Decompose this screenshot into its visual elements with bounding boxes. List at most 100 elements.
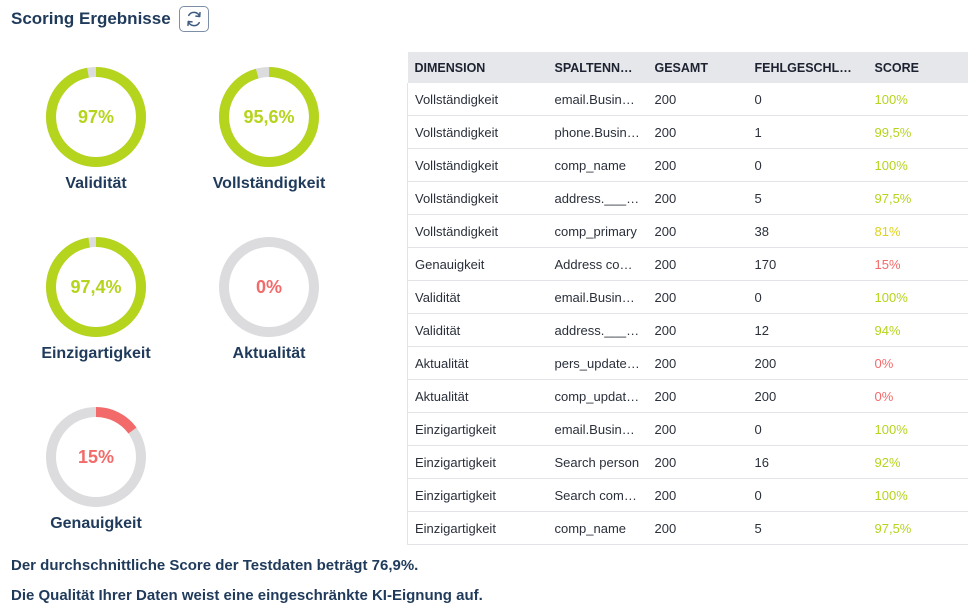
gauge-arc <box>46 237 146 337</box>
cell-failed: 0 <box>747 148 868 182</box>
gauge-ring: 97% <box>46 67 146 167</box>
column-header-fehlgeschlagen[interactable]: FEHLGESCHLAGEN <box>747 52 868 83</box>
cell-failed: 170 <box>747 247 868 281</box>
cell-total: 200 <box>647 83 748 116</box>
cell-score: 99,5% <box>867 115 968 149</box>
column-header-spaltenname[interactable]: SPALTENNAME <box>547 52 648 83</box>
table-row[interactable]: Validität email.Business 200 0 100% <box>407 280 968 314</box>
table-body: Vollständigkeit email.Business 200 0 100% Vol… <box>407 83 968 545</box>
cell-score: 97,5% <box>867 511 968 545</box>
cell-column-name: comp_name <box>547 148 648 182</box>
cell-column-name: email.Business <box>547 412 648 446</box>
gauge-value: 15% <box>78 447 114 467</box>
cell-score: 92% <box>867 445 968 479</box>
cell-column-name: Address company <box>547 247 648 281</box>
gauge-value: 0% <box>256 277 282 297</box>
table-row[interactable]: Einzigartigkeit Search person 200 16 92% <box>407 445 968 479</box>
scoring-table: DIMENSION SPALTENNAME GESAMT FEHLGESCHLA… <box>407 52 968 545</box>
cell-failed: 0 <box>747 83 868 116</box>
cell-column-name: address.___postal <box>547 181 648 215</box>
cell-column-name: phone.Business <box>547 115 648 149</box>
gauge-ring: 97,4% <box>46 237 146 337</box>
cell-dimension: Validität <box>407 313 548 347</box>
cell-dimension: Einzigartigkeit <box>407 478 548 512</box>
gauge-arc <box>46 67 146 167</box>
cell-column-name: email.Business <box>547 280 648 314</box>
cell-dimension: Validität <box>407 280 548 314</box>
cell-total: 200 <box>647 247 748 281</box>
gauge-ring: 15% <box>46 407 146 507</box>
gauge-ring: 0% <box>219 237 319 337</box>
cell-score: 100% <box>867 412 968 446</box>
table-row[interactable]: Vollständigkeit email.Business 200 0 100% <box>407 83 968 116</box>
cell-failed: 16 <box>747 445 868 479</box>
gauge-einzigartigkeit: 97,4% Einzigartigkeit <box>26 235 166 363</box>
gauge-value: 97,4% <box>70 277 121 297</box>
summary-ai-suitability: Die Qualität Ihrer Daten weist eine eing… <box>11 587 483 604</box>
cell-total: 200 <box>647 478 748 512</box>
gauge-value: 97% <box>78 107 114 127</box>
cell-score: 100% <box>867 148 968 182</box>
cell-score: 100% <box>867 478 968 512</box>
cell-dimension: Einzigartigkeit <box>407 412 548 446</box>
cell-dimension: Vollständigkeit <box>407 181 548 215</box>
gauge-arc <box>46 407 146 507</box>
column-header-dimension[interactable]: DIMENSION <box>407 52 548 83</box>
gauge-ring: 95,6% <box>219 67 319 167</box>
cell-failed: 200 <box>747 379 868 413</box>
table-row[interactable]: Aktualität pers_updated_at 200 200 0% <box>407 346 968 380</box>
cell-total: 200 <box>647 313 748 347</box>
cell-dimension: Einzigartigkeit <box>407 445 548 479</box>
cell-column-name: comp_primary <box>547 214 648 248</box>
cell-total: 200 <box>647 181 748 215</box>
cell-score: 94% <box>867 313 968 347</box>
cell-score: 81% <box>867 214 968 248</box>
gauge-label: Vollständigkeit <box>212 175 326 192</box>
cell-failed: 5 <box>747 511 868 545</box>
cell-failed: 0 <box>747 478 868 512</box>
column-header-gesamt[interactable]: GESAMT <box>647 52 748 83</box>
cell-score: 15% <box>867 247 968 281</box>
page-title: Scoring Ergebnisse <box>11 9 171 28</box>
cell-failed: 5 <box>747 181 868 215</box>
cell-failed: 38 <box>747 214 868 248</box>
cell-dimension: Einzigartigkeit <box>407 511 548 545</box>
gauge-track <box>219 237 319 337</box>
refresh-icon <box>186 11 201 27</box>
table-row[interactable]: Vollständigkeit comp_primary 200 38 81% <box>407 214 968 248</box>
cell-column-name: comp_name <box>547 511 648 545</box>
gauge-value: 95,6% <box>243 107 294 127</box>
cell-total: 200 <box>647 379 748 413</box>
column-header-score[interactable]: SCORE <box>867 52 968 83</box>
cell-total: 200 <box>647 148 748 182</box>
cell-column-name: Search person <box>547 445 648 479</box>
cell-score: 0% <box>867 346 968 380</box>
gauge-label: Validität <box>65 175 127 192</box>
gauge-arc <box>219 67 319 167</box>
cell-score: 100% <box>867 280 968 314</box>
table-header-row: DIMENSION SPALTENNAME GESAMT FEHLGESCHLA… <box>407 52 968 83</box>
table-row[interactable]: Einzigartigkeit Search company 200 0 100% <box>407 478 968 512</box>
table-row[interactable]: Vollständigkeit comp_name 200 0 100% <box>407 148 968 182</box>
cell-dimension: Vollständigkeit <box>407 83 548 116</box>
refresh-button[interactable] <box>178 6 209 32</box>
cell-total: 200 <box>647 280 748 314</box>
table-row[interactable]: Vollständigkeitaddress.___postal200597,5… <box>407 181 968 215</box>
table-row[interactable]: Einzigartigkeit comp_name 200 5 97,5% <box>407 511 968 545</box>
table-row[interactable]: Einzigartigkeit email.Business 200 0 100% <box>407 412 968 446</box>
cell-column-name: pers_updated_at <box>547 346 648 380</box>
cell-dimension: Aktualität <box>407 346 548 380</box>
cell-failed: 0 <box>747 412 868 446</box>
gauge-label: Aktualität <box>232 345 306 362</box>
cell-dimension: Aktualität <box>407 379 548 413</box>
gauge-genauigkeit: 15% Genauigkeit <box>26 405 166 533</box>
cell-score: 97,5% <box>867 181 968 215</box>
cell-total: 200 <box>647 214 748 248</box>
gauge-label: Genauigkeit <box>50 515 142 532</box>
cell-column-name: comp_updated_at <box>547 379 648 413</box>
table-row[interactable]: Vollständigkeit phone.Business 200 1 99,5% <box>407 115 968 149</box>
cell-column-name: email.Business <box>547 83 648 116</box>
